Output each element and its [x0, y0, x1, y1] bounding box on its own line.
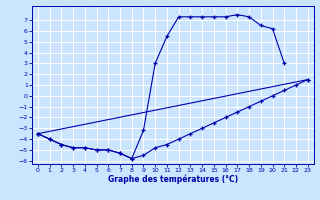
X-axis label: Graphe des températures (°C): Graphe des températures (°C) [108, 175, 238, 184]
